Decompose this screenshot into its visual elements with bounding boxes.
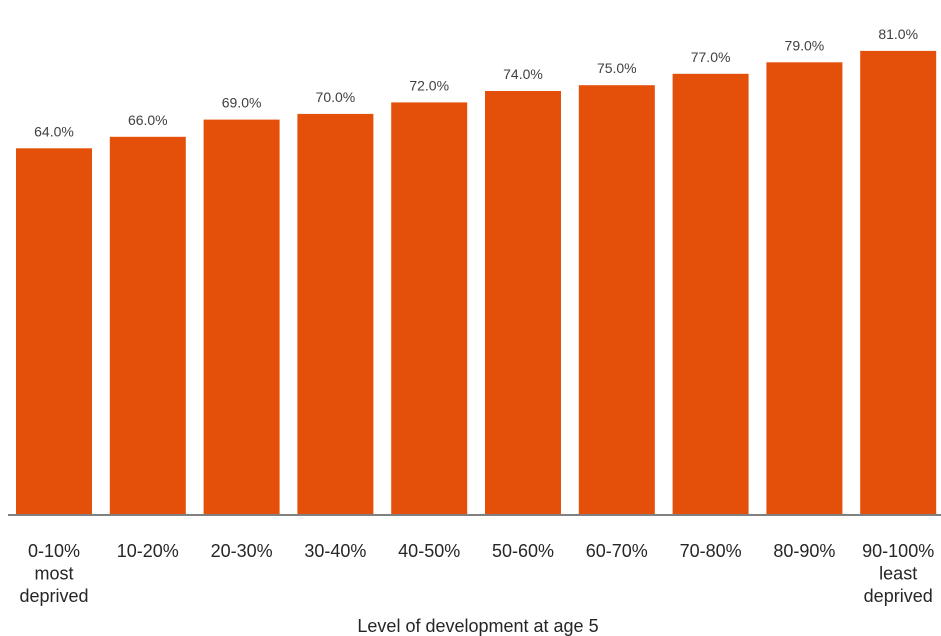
x-tick-label-line: 80-90% <box>773 541 835 561</box>
x-tick-label-line: 0-10% <box>28 541 80 561</box>
x-tick-label-line: least <box>879 564 917 584</box>
data-labels-group: 64.0% 66.0% 69.0% 70.0% 72.0% 74.0% 75.0% 77.0%… <box>34 26 918 139</box>
x-tick-label-line: 50-60% <box>492 541 554 561</box>
data-label-6: 75.0% <box>597 60 637 76</box>
x-tick-label-line: 20-30% <box>211 541 273 561</box>
x-tick-label-2: 20-30% <box>211 541 273 561</box>
data-label-7: 77.0% <box>691 49 731 65</box>
bar-0 <box>16 148 92 516</box>
x-tick-label-9: 90-100% least deprived <box>862 541 934 606</box>
x-tick-label-3: 30-40% <box>304 541 366 561</box>
data-label-1: 66.0% <box>128 112 168 128</box>
bar-7 <box>672 73 749 516</box>
x-tick-label-line: 90-100% <box>862 541 934 561</box>
bar-9 <box>860 50 937 516</box>
data-label-5: 74.0% <box>503 66 543 82</box>
data-label-9: 81.0% <box>878 26 918 42</box>
data-label-4: 72.0% <box>409 77 449 93</box>
bar-2 <box>203 119 280 515</box>
x-tick-label-4: 40-50% <box>398 541 460 561</box>
x-tick-label-line: deprived <box>19 586 88 606</box>
bars-group <box>16 50 937 516</box>
bar-4 <box>391 102 468 516</box>
x-tick-label-line: 30-40% <box>304 541 366 561</box>
data-label-2: 69.0% <box>222 95 262 111</box>
x-tick-label-line: 40-50% <box>398 541 460 561</box>
x-axis-title: Level of development at age 5 <box>357 616 598 636</box>
x-tick-label-line: 60-70% <box>586 541 648 561</box>
data-label-8: 79.0% <box>785 37 825 53</box>
bar-1 <box>109 136 186 516</box>
data-label-0: 64.0% <box>34 123 74 139</box>
x-tick-label-5: 50-60% <box>492 541 554 561</box>
x-tick-label-line: 10-20% <box>117 541 179 561</box>
bar-8 <box>766 62 843 516</box>
x-tick-label-line: deprived <box>864 586 933 606</box>
bar-6 <box>578 85 655 515</box>
bar-3 <box>297 113 374 516</box>
x-tick-label-line: most <box>34 564 73 584</box>
x-tick-label-7: 70-80% <box>680 541 742 561</box>
bar-5 <box>485 91 561 515</box>
x-tick-label-1: 10-20% <box>117 541 179 561</box>
x-tick-label-6: 60-70% <box>586 541 648 561</box>
data-label-3: 70.0% <box>316 89 356 105</box>
x-tick-label-8: 80-90% <box>773 541 835 561</box>
x-tick-label-line: 70-80% <box>680 541 742 561</box>
x-tick-label-0: 0-10% most deprived <box>19 541 88 606</box>
